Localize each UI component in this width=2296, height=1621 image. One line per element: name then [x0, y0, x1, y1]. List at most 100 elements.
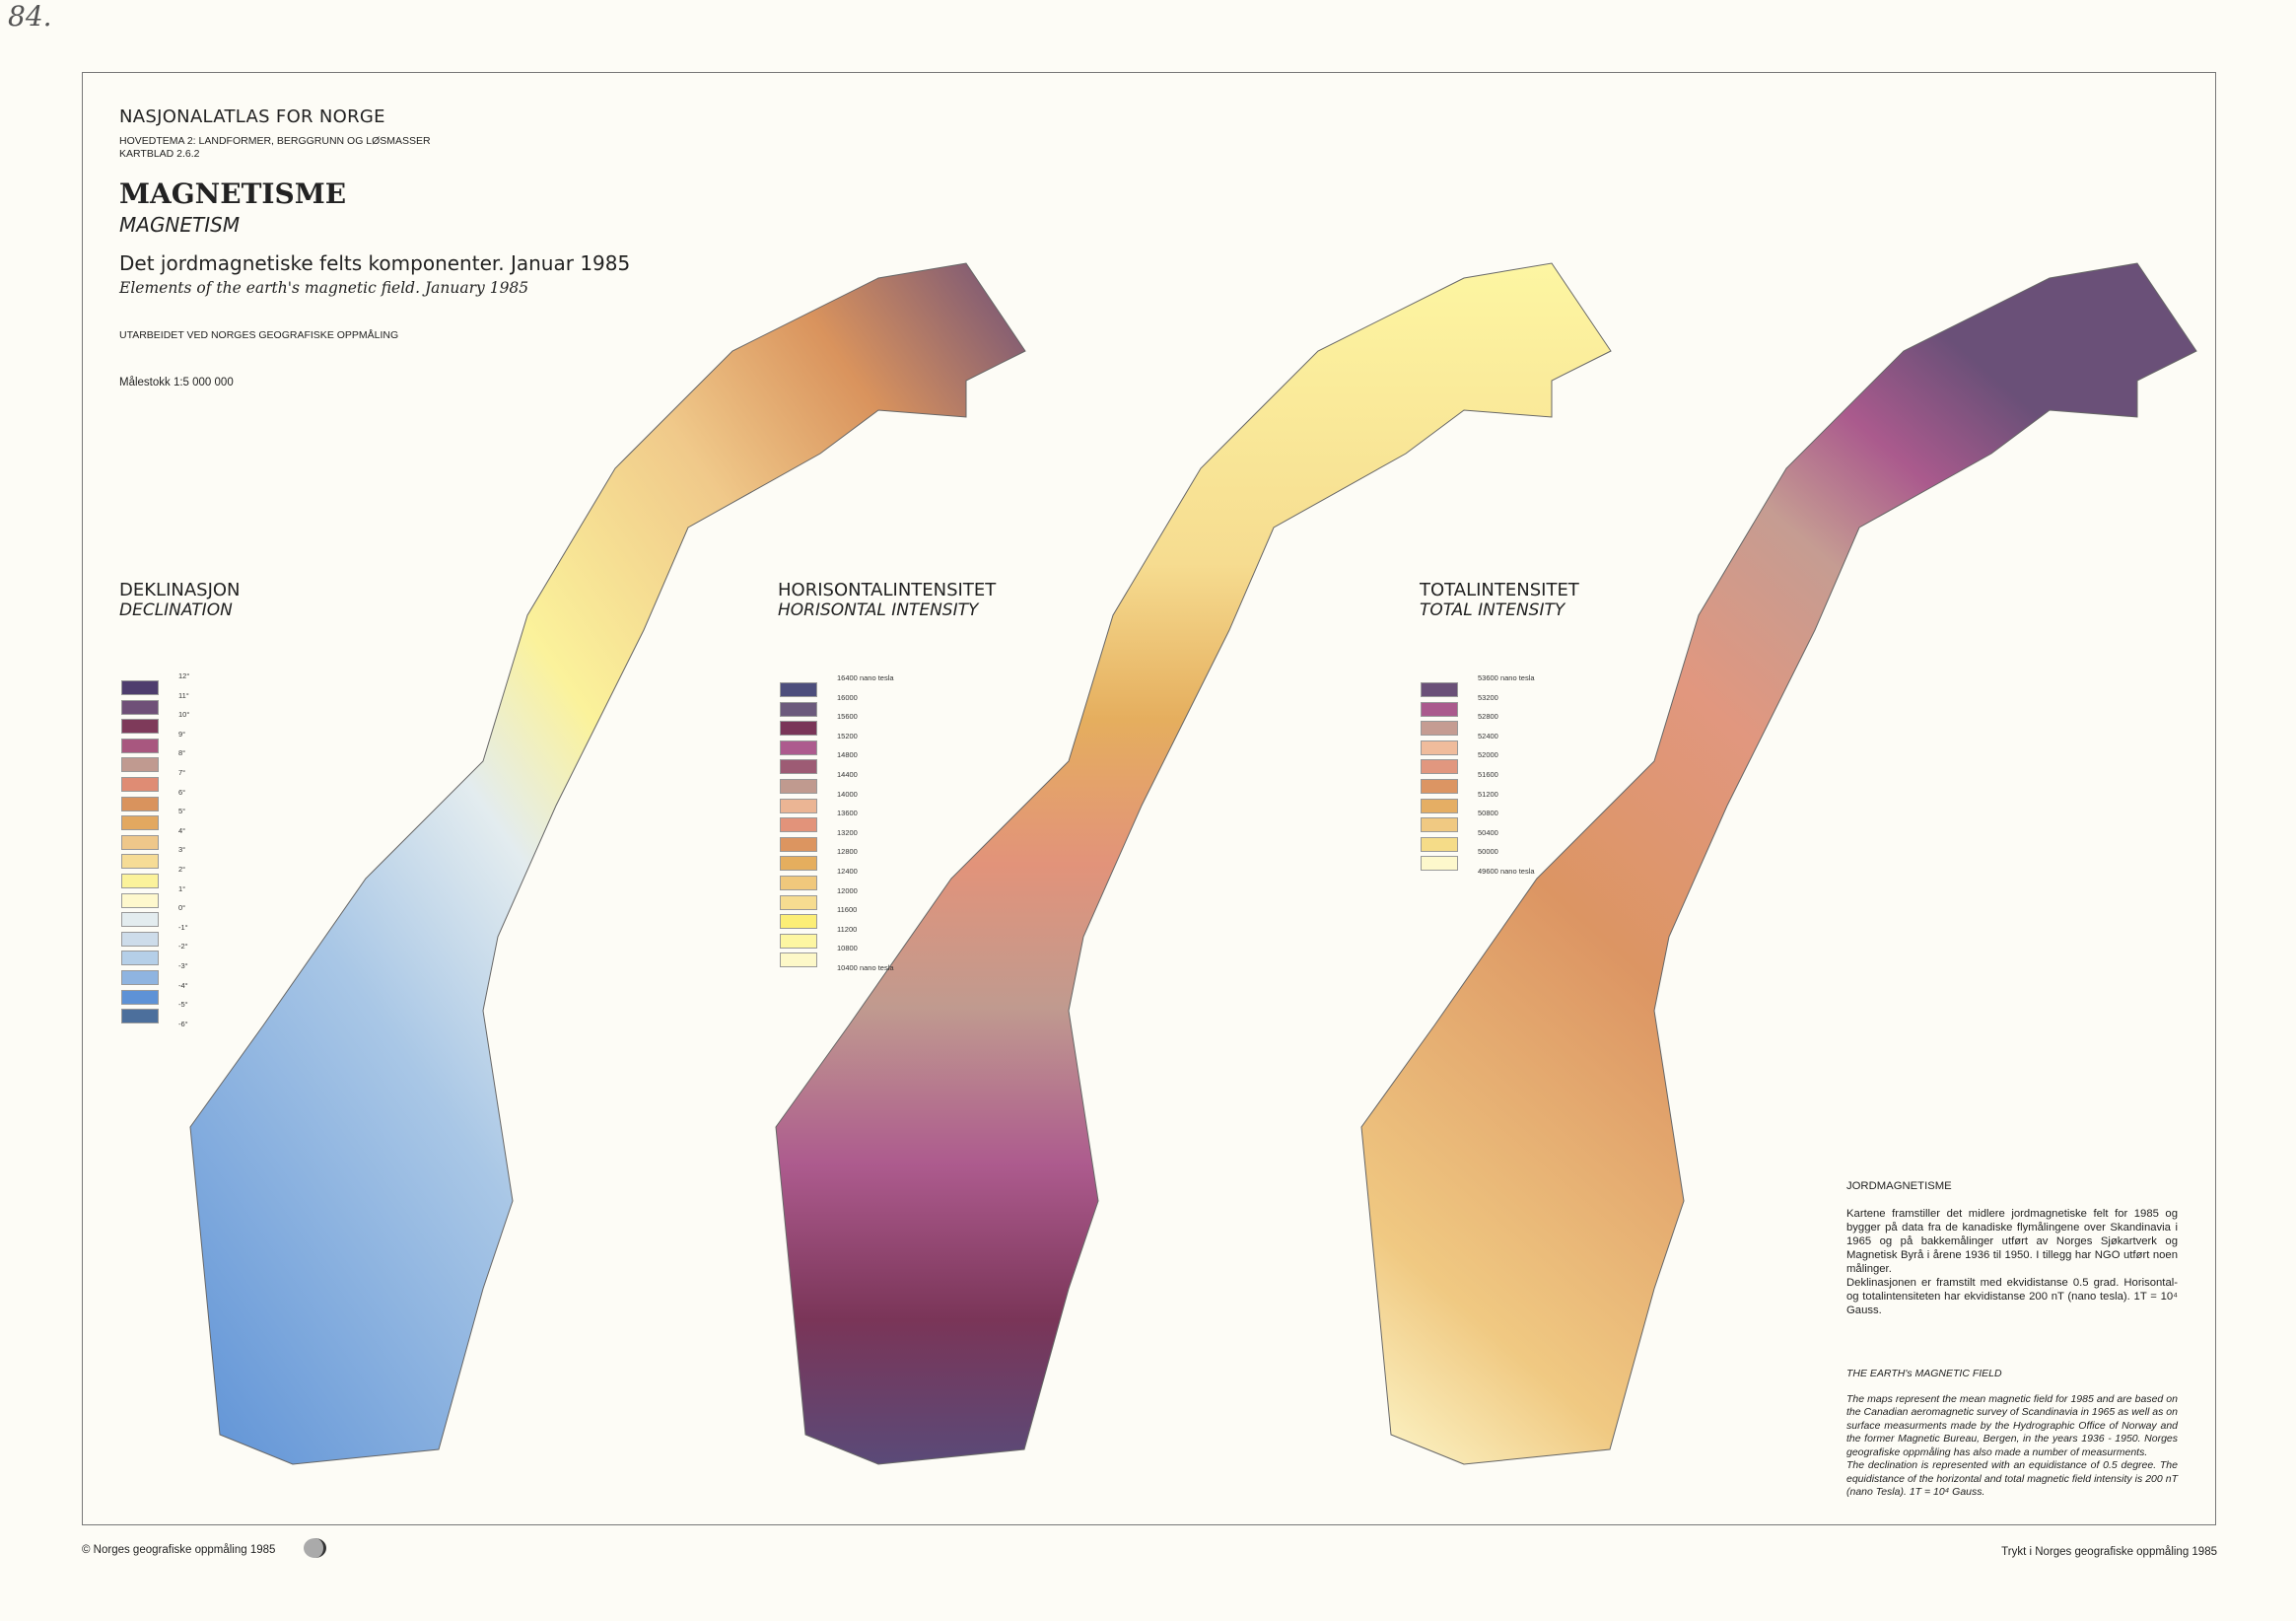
legend-swatch	[121, 699, 159, 715]
legend-label: -2°	[178, 942, 188, 951]
legend-swatch	[121, 892, 159, 908]
legend-label: 16400 nano tesla	[837, 673, 894, 682]
legend-label: 51200	[1478, 789, 1498, 799]
legend-swatch	[121, 854, 159, 870]
legend-title-en: HORISONTAL INTENSITY	[778, 600, 979, 620]
legend-swatch	[121, 912, 159, 928]
legend-swatch	[780, 817, 817, 833]
legend-label: 52000	[1478, 750, 1498, 760]
legend-swatch	[121, 931, 159, 947]
legend-swatch	[1421, 721, 1458, 737]
legend-swatch	[1421, 778, 1458, 794]
legend-swatch	[780, 952, 817, 968]
legend-title: TOTALINTENSITET	[1420, 580, 1579, 600]
legend-label: 11200	[837, 924, 858, 934]
map-scale: Målestokk 1:5 000 000	[119, 377, 234, 388]
legend-swatch	[780, 682, 817, 697]
legend-label: 1°	[178, 883, 186, 893]
legend-swatch	[1421, 682, 1458, 697]
legend-label: 10400 nano tesla	[837, 962, 894, 972]
legend-label: 6°	[178, 787, 186, 797]
legend-label: 50400	[1478, 827, 1498, 837]
notes-body: The maps represent the mean magnetic fie…	[1846, 1392, 2178, 1458]
legend-label: 7°	[178, 767, 186, 777]
legend-title: HORISONTALINTENSITET	[778, 580, 997, 600]
notes-title: JORDMAGNETISME	[1846, 1180, 1952, 1192]
legend-swatch	[780, 798, 817, 813]
legend-label: 11°	[178, 690, 189, 700]
legend-label: 15600	[837, 712, 858, 722]
theme: HOVEDTEMA 2: LANDFORMER, BERGGRUNN OG LØ…	[119, 135, 431, 147]
legend-swatch	[121, 796, 159, 811]
legend-swatch	[121, 989, 159, 1005]
legend-label: 51600	[1478, 769, 1498, 779]
page-title: MAGNETISME	[119, 177, 347, 210]
legend-swatch	[121, 834, 159, 850]
legend-label: 13600	[837, 809, 858, 818]
legend-swatch	[121, 757, 159, 773]
legend-swatch	[780, 778, 817, 794]
map-frame	[82, 72, 2216, 1525]
legend-label: 12400	[837, 866, 858, 876]
legend-swatch	[780, 701, 817, 717]
legend-swatch	[780, 933, 817, 949]
legend-title-en: TOTAL INTENSITY	[1420, 600, 1565, 620]
legend-label: 12800	[837, 847, 858, 857]
legend-label: 4°	[178, 825, 186, 835]
declination-legend: DEKLINASJON DECLINATION	[119, 580, 241, 620]
legend-swatch	[121, 969, 159, 985]
legend-label: 10°	[178, 710, 190, 720]
legend-label: 52400	[1478, 731, 1498, 740]
legend-swatch	[1421, 856, 1458, 872]
legend-label: 12000	[837, 885, 858, 895]
legend-label: 15200	[837, 731, 858, 740]
notes-body: Kartene framstiller det midlere jordmagn…	[1846, 1208, 2178, 1275]
legend-label: -3°	[178, 960, 188, 970]
legend-label: 11600	[837, 905, 858, 915]
legend-swatch	[780, 894, 817, 910]
legend-label: -5°	[178, 1000, 188, 1010]
legend-label: 49600 nano tesla	[1478, 866, 1535, 876]
legend-swatch	[1421, 836, 1458, 852]
legend-label: 14400	[837, 769, 858, 779]
legend-swatch	[121, 951, 159, 966]
legend-swatch	[121, 738, 159, 753]
legend-label: 8°	[178, 748, 186, 758]
legend-label: -4°	[178, 980, 188, 990]
legend-swatch	[1421, 701, 1458, 717]
legend-swatch	[780, 759, 817, 775]
legend-label: 12°	[178, 671, 190, 680]
legend-label: 0°	[178, 903, 186, 913]
copyright: © Norges geografiske oppmåling 1985	[82, 1544, 276, 1556]
notes-body: Deklinasjonen er framstilt med ekvidista…	[1846, 1277, 2178, 1316]
heading: Det jordmagnetiske felts komponenter. Ja…	[119, 251, 631, 275]
legend-title: DEKLINASJON	[119, 580, 241, 600]
legend-label: 53200	[1478, 692, 1498, 702]
notes-body: The declination is represented with an e…	[1846, 1459, 2178, 1498]
sheet-number: KARTBLAD 2.6.2	[119, 148, 200, 160]
legend-label: 5°	[178, 807, 186, 816]
heading-en: Elements of the earth's magnetic field. …	[119, 279, 529, 297]
legend-label: 13200	[837, 827, 858, 837]
legend-label: 2°	[178, 864, 186, 874]
legend-swatch	[780, 721, 817, 737]
legend-label: -6°	[178, 1019, 188, 1028]
legend-swatch	[780, 914, 817, 930]
legend-swatch	[1421, 740, 1458, 755]
legend-swatch	[121, 719, 159, 735]
legend-swatch	[121, 776, 159, 792]
legend-swatch	[780, 836, 817, 852]
legend-swatch	[121, 873, 159, 888]
legend-label: 9°	[178, 729, 186, 739]
legend-title-en: DECLINATION	[119, 600, 233, 620]
legend-swatch	[1421, 817, 1458, 833]
legend-label: 50000	[1478, 847, 1498, 857]
legend-swatch	[1421, 798, 1458, 813]
atlas-name: NASJONALATLAS FOR NORGE	[119, 106, 385, 127]
legend-swatch	[780, 856, 817, 872]
legend-label: 52800	[1478, 712, 1498, 722]
horizontal-intensity-legend: HORISONTALINTENSITET HORISONTAL INTENSIT…	[778, 580, 996, 620]
legend-label: -1°	[178, 922, 188, 932]
legend-swatch	[780, 740, 817, 755]
legend-label: 14000	[837, 789, 858, 799]
